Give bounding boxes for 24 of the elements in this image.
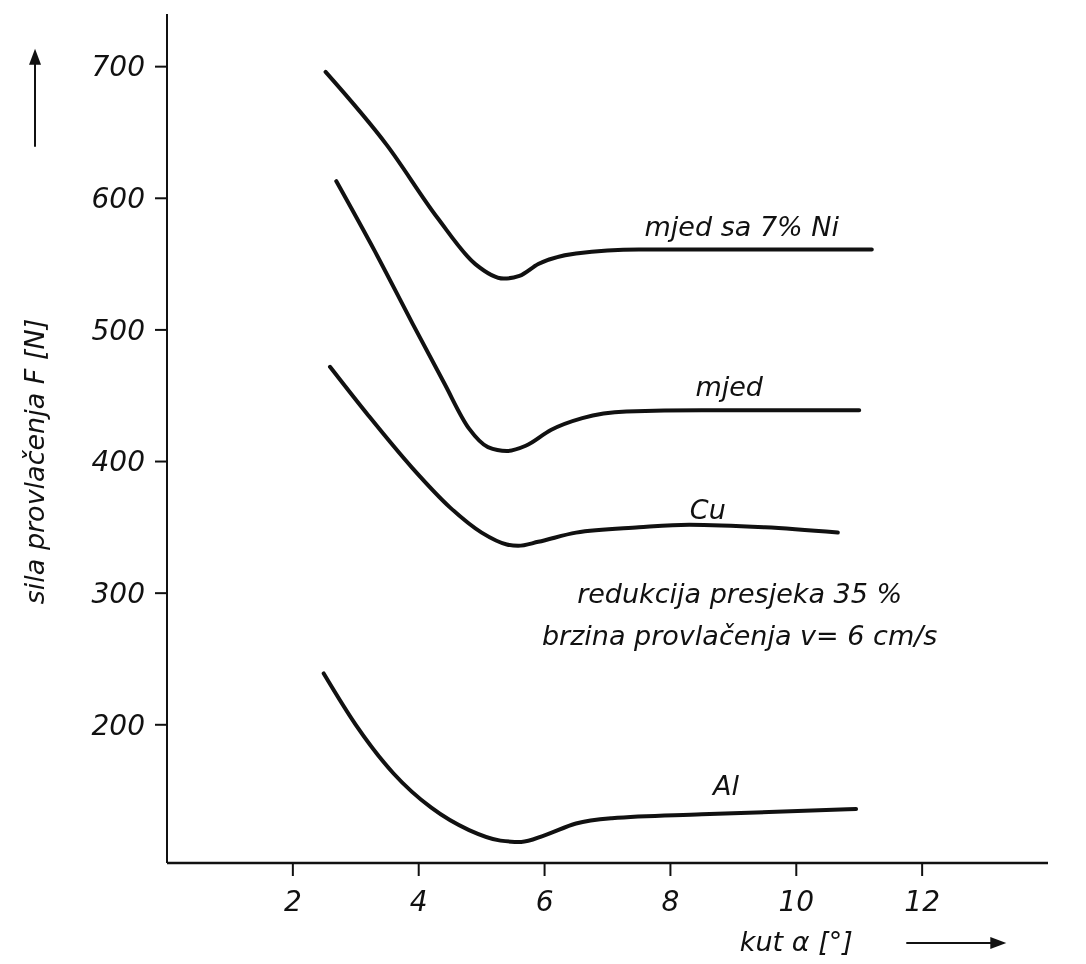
line-series (321, 671, 859, 844)
series-label: mjed (695, 371, 764, 403)
y-tick-label: 400 (91, 445, 145, 479)
y-tick-label: 700 (91, 50, 145, 84)
x-tick-label: 2 (283, 885, 302, 918)
y-tick-label: 500 (91, 313, 145, 347)
series-label: mjed sa 7% Ni (644, 210, 840, 242)
x-tick-label: 6 (535, 885, 554, 918)
series-label: Cu (689, 493, 726, 525)
y-tick-label: 300 (91, 576, 145, 610)
line-series (327, 364, 840, 548)
line-series (334, 179, 862, 454)
x-tick-label: 10 (778, 885, 815, 918)
series-label: Al (711, 770, 740, 802)
annotation: brzina provlačenja v= 6 cm/s (541, 620, 938, 652)
x-tick-label: 4 (409, 885, 428, 918)
line-series (323, 69, 874, 281)
y-tick-label: 200 (91, 708, 145, 742)
y-tick-label: 600 (91, 182, 145, 216)
x-axis-title: kut α [°] (739, 926, 853, 957)
annotation: redukcija presjeka 35 % (577, 578, 903, 610)
x-tick-label: 8 (661, 885, 680, 918)
y-axis-title: sila provlačenja F [N] (19, 318, 50, 605)
x-tick-label: 12 (904, 885, 940, 918)
